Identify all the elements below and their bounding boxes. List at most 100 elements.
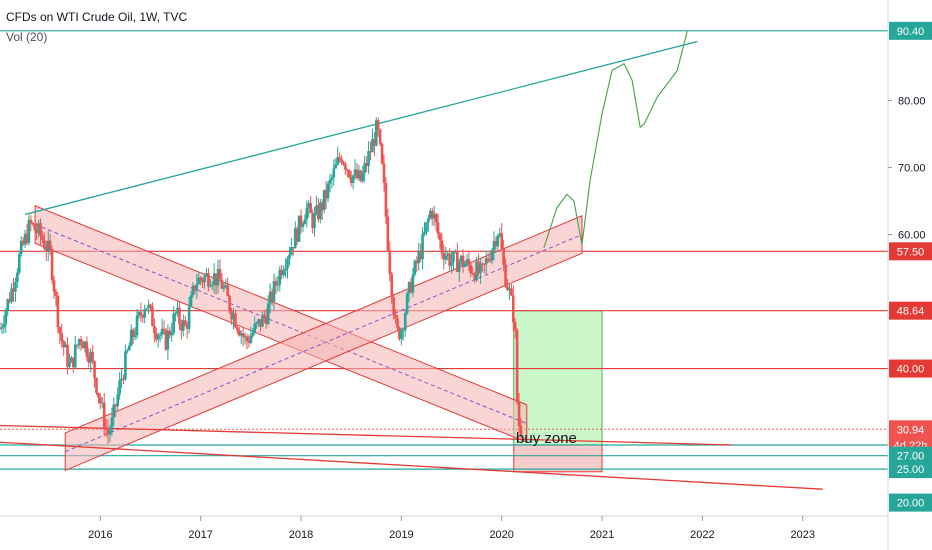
candle-body xyxy=(193,285,197,291)
candle-body xyxy=(70,357,73,363)
candle-body xyxy=(290,247,293,255)
candle-body xyxy=(488,260,492,262)
candle-body xyxy=(454,251,457,253)
candle-body xyxy=(500,233,503,249)
candle-body xyxy=(95,378,98,393)
candle-body xyxy=(108,430,112,435)
candle-body xyxy=(411,274,415,293)
candle-body xyxy=(400,330,403,340)
candle-body xyxy=(332,168,336,178)
candle-body xyxy=(396,318,399,328)
chart-title[interactable]: CFDs on WTI Crude Oil, 1W, TVC xyxy=(6,10,188,24)
candle-body xyxy=(158,334,162,336)
candle-body xyxy=(263,314,266,318)
candle-body xyxy=(268,291,272,304)
candle-body xyxy=(249,335,253,343)
candle-body xyxy=(112,404,116,418)
candle-body xyxy=(216,269,220,286)
price-label-text: 40.00 xyxy=(897,364,925,376)
candle-body xyxy=(257,319,260,323)
candle-body xyxy=(243,336,247,338)
candle-body xyxy=(197,277,201,285)
candle-body xyxy=(251,332,255,336)
y-tick-label: 70.00 xyxy=(898,163,926,175)
x-tick-label: 2016 xyxy=(88,529,112,541)
candle-body xyxy=(37,223,40,233)
candle-body xyxy=(149,304,152,307)
candle-body xyxy=(508,288,511,291)
candle-body xyxy=(182,320,185,331)
candle-body xyxy=(349,177,353,183)
candle-body xyxy=(492,241,496,251)
candle-body xyxy=(212,273,216,285)
candle-body xyxy=(226,285,229,297)
target-box xyxy=(513,310,603,446)
candle-body xyxy=(448,253,451,266)
candle-body xyxy=(446,253,449,256)
candle-body xyxy=(17,254,21,273)
plot-area xyxy=(0,30,888,490)
price-label-text: 90.40 xyxy=(897,26,925,38)
candle-body xyxy=(386,216,390,251)
projection-path[interactable] xyxy=(543,30,688,249)
candle-body xyxy=(199,277,202,281)
price-label: 30.94 xyxy=(889,420,932,439)
candle-body xyxy=(154,333,158,340)
price-label-bg xyxy=(889,242,932,261)
candle-body xyxy=(336,157,339,165)
candle-body xyxy=(16,272,19,283)
x-tick-label: 2018 xyxy=(289,529,313,541)
candle-body xyxy=(218,269,222,280)
candle-body xyxy=(371,139,374,153)
candle-body xyxy=(93,361,96,379)
price-label-text: 48.64 xyxy=(897,306,925,318)
candle-body xyxy=(442,252,446,260)
candle-body xyxy=(62,341,65,348)
candle-body xyxy=(444,255,448,260)
candle-body xyxy=(127,345,131,351)
candle-body xyxy=(209,285,212,287)
candle-body xyxy=(72,357,75,368)
candle-body xyxy=(417,251,421,264)
buy-zone-label: buy zone xyxy=(516,430,577,447)
candle-body xyxy=(237,330,241,336)
candle-body xyxy=(228,296,231,311)
candle-body xyxy=(139,312,143,316)
candle-body xyxy=(471,273,475,275)
candle-body xyxy=(224,285,228,287)
candle-body xyxy=(438,233,442,241)
candle-body xyxy=(467,259,471,266)
candle-body xyxy=(83,341,87,349)
candle-body xyxy=(413,260,417,275)
candle-body xyxy=(465,259,469,264)
candle-body xyxy=(203,276,206,283)
candle-body xyxy=(519,426,523,436)
candle-body xyxy=(481,263,484,265)
price-label-text: 30.94 xyxy=(897,424,925,436)
candle-body xyxy=(172,313,175,333)
candle-body xyxy=(506,286,509,291)
volume-indicator-label[interactable]: Vol (20) xyxy=(6,30,48,44)
candle-body xyxy=(97,392,100,398)
candle-body xyxy=(469,265,473,274)
candle-body xyxy=(247,340,251,343)
candle-body xyxy=(346,169,349,171)
candle-body xyxy=(463,263,467,267)
candle-body xyxy=(376,120,380,130)
candle-body xyxy=(357,170,361,179)
candle-body xyxy=(120,378,123,381)
candle-body xyxy=(291,247,295,249)
candle-body xyxy=(124,351,127,380)
candle-body xyxy=(363,163,366,173)
candle-body xyxy=(195,284,199,291)
candle-body xyxy=(504,264,507,287)
x-tick-label: 2019 xyxy=(389,529,413,541)
candle-body xyxy=(380,143,384,164)
candles xyxy=(0,117,523,445)
candle-body xyxy=(12,288,15,292)
candle-body xyxy=(475,261,478,281)
candle-body xyxy=(297,215,301,242)
candle-body xyxy=(351,175,355,183)
candle-body xyxy=(210,284,214,286)
